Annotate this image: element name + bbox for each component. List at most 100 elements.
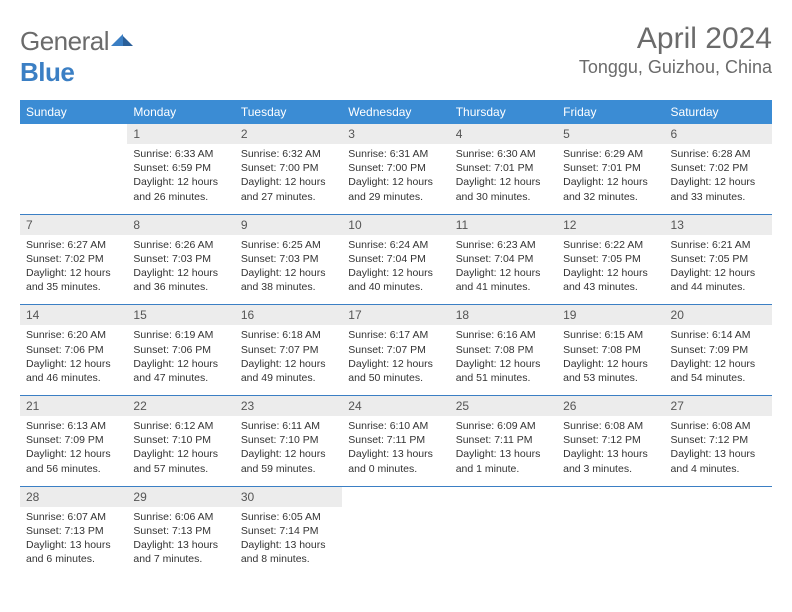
- calendar-cell: 21Sunrise: 6:13 AMSunset: 7:09 PMDayligh…: [20, 396, 127, 487]
- daylight-text: Daylight: 12 hours and 50 minutes.: [348, 357, 443, 385]
- day-body: Sunrise: 6:24 AMSunset: 7:04 PMDaylight:…: [342, 235, 449, 305]
- calendar-cell: 26Sunrise: 6:08 AMSunset: 7:12 PMDayligh…: [557, 396, 664, 487]
- day-body: Sunrise: 6:25 AMSunset: 7:03 PMDaylight:…: [235, 235, 342, 305]
- daylight-text: Daylight: 12 hours and 35 minutes.: [26, 266, 121, 294]
- sunset-text: Sunset: 7:04 PM: [456, 252, 551, 266]
- daylight-text: Daylight: 12 hours and 53 minutes.: [563, 357, 658, 385]
- day-number: 18: [450, 305, 557, 325]
- sunset-text: Sunset: 7:07 PM: [348, 343, 443, 357]
- logo-text: GeneralBlue: [20, 26, 133, 88]
- daylight-text: Daylight: 12 hours and 46 minutes.: [26, 357, 121, 385]
- sunset-text: Sunset: 7:06 PM: [133, 343, 228, 357]
- calendar-cell: 2Sunrise: 6:32 AMSunset: 7:00 PMDaylight…: [235, 124, 342, 214]
- calendar-cell: 29Sunrise: 6:06 AMSunset: 7:13 PMDayligh…: [127, 486, 234, 576]
- sunrise-text: Sunrise: 6:06 AM: [133, 510, 228, 524]
- weekday-header: Wednesday: [342, 100, 449, 124]
- sunrise-text: Sunrise: 6:29 AM: [563, 147, 658, 161]
- sunrise-text: Sunrise: 6:18 AM: [241, 328, 336, 342]
- weekday-header: Tuesday: [235, 100, 342, 124]
- weekday-header: Thursday: [450, 100, 557, 124]
- calendar-cell: 20Sunrise: 6:14 AMSunset: 7:09 PMDayligh…: [665, 305, 772, 396]
- sunset-text: Sunset: 7:13 PM: [26, 524, 121, 538]
- day-body: Sunrise: 6:22 AMSunset: 7:05 PMDaylight:…: [557, 235, 664, 305]
- day-body: Sunrise: 6:28 AMSunset: 7:02 PMDaylight:…: [665, 144, 772, 214]
- day-body: Sunrise: 6:23 AMSunset: 7:04 PMDaylight:…: [450, 235, 557, 305]
- day-number: 26: [557, 396, 664, 416]
- calendar-cell: 10Sunrise: 6:24 AMSunset: 7:04 PMDayligh…: [342, 214, 449, 305]
- sunrise-text: Sunrise: 6:23 AM: [456, 238, 551, 252]
- page-title: April 2024: [579, 22, 772, 55]
- day-body: Sunrise: 6:11 AMSunset: 7:10 PMDaylight:…: [235, 416, 342, 486]
- calendar-row: 7Sunrise: 6:27 AMSunset: 7:02 PMDaylight…: [20, 214, 772, 305]
- sunrise-text: Sunrise: 6:17 AM: [348, 328, 443, 342]
- daylight-text: Daylight: 12 hours and 44 minutes.: [671, 266, 766, 294]
- sunrise-text: Sunrise: 6:09 AM: [456, 419, 551, 433]
- daylight-text: Daylight: 13 hours and 8 minutes.: [241, 538, 336, 566]
- day-number: 11: [450, 215, 557, 235]
- title-block: April 2024 Tonggu, Guizhou, China: [579, 22, 772, 78]
- calendar-cell: 15Sunrise: 6:19 AMSunset: 7:06 PMDayligh…: [127, 305, 234, 396]
- day-number: 4: [450, 124, 557, 144]
- day-number: 15: [127, 305, 234, 325]
- daylight-text: Daylight: 12 hours and 32 minutes.: [563, 175, 658, 203]
- calendar-table: Sunday Monday Tuesday Wednesday Thursday…: [20, 100, 772, 576]
- sunrise-text: Sunrise: 6:10 AM: [348, 419, 443, 433]
- calendar-cell: 9Sunrise: 6:25 AMSunset: 7:03 PMDaylight…: [235, 214, 342, 305]
- sunrise-text: Sunrise: 6:11 AM: [241, 419, 336, 433]
- calendar-cell: 5Sunrise: 6:29 AMSunset: 7:01 PMDaylight…: [557, 124, 664, 214]
- sunset-text: Sunset: 7:11 PM: [348, 433, 443, 447]
- daylight-text: Daylight: 13 hours and 3 minutes.: [563, 447, 658, 475]
- day-body: Sunrise: 6:10 AMSunset: 7:11 PMDaylight:…: [342, 416, 449, 486]
- day-number: 13: [665, 215, 772, 235]
- day-number: 8: [127, 215, 234, 235]
- day-number: 12: [557, 215, 664, 235]
- day-number: 29: [127, 487, 234, 507]
- calendar-cell: 12Sunrise: 6:22 AMSunset: 7:05 PMDayligh…: [557, 214, 664, 305]
- sunset-text: Sunset: 7:14 PM: [241, 524, 336, 538]
- day-number: 17: [342, 305, 449, 325]
- sunset-text: Sunset: 7:00 PM: [348, 161, 443, 175]
- daylight-text: Daylight: 13 hours and 6 minutes.: [26, 538, 121, 566]
- sunset-text: Sunset: 7:09 PM: [671, 343, 766, 357]
- calendar-cell: 1Sunrise: 6:33 AMSunset: 6:59 PMDaylight…: [127, 124, 234, 214]
- day-number: 14: [20, 305, 127, 325]
- sunrise-text: Sunrise: 6:14 AM: [671, 328, 766, 342]
- day-number: 30: [235, 487, 342, 507]
- calendar-cell: 30Sunrise: 6:05 AMSunset: 7:14 PMDayligh…: [235, 486, 342, 576]
- day-number: 1: [127, 124, 234, 144]
- weekday-header: Monday: [127, 100, 234, 124]
- sunrise-text: Sunrise: 6:08 AM: [671, 419, 766, 433]
- day-body: Sunrise: 6:20 AMSunset: 7:06 PMDaylight:…: [20, 325, 127, 395]
- sunrise-text: Sunrise: 6:28 AM: [671, 147, 766, 161]
- day-number: 16: [235, 305, 342, 325]
- sunset-text: Sunset: 7:10 PM: [133, 433, 228, 447]
- day-number: 5: [557, 124, 664, 144]
- sunset-text: Sunset: 7:04 PM: [348, 252, 443, 266]
- calendar-cell: 11Sunrise: 6:23 AMSunset: 7:04 PMDayligh…: [450, 214, 557, 305]
- day-body: Sunrise: 6:33 AMSunset: 6:59 PMDaylight:…: [127, 144, 234, 214]
- sunrise-text: Sunrise: 6:08 AM: [563, 419, 658, 433]
- daylight-text: Daylight: 12 hours and 54 minutes.: [671, 357, 766, 385]
- day-body: Sunrise: 6:14 AMSunset: 7:09 PMDaylight:…: [665, 325, 772, 395]
- day-body: Sunrise: 6:27 AMSunset: 7:02 PMDaylight:…: [20, 235, 127, 305]
- calendar-cell: 18Sunrise: 6:16 AMSunset: 7:08 PMDayligh…: [450, 305, 557, 396]
- sunset-text: Sunset: 7:00 PM: [241, 161, 336, 175]
- daylight-text: Daylight: 12 hours and 38 minutes.: [241, 266, 336, 294]
- day-number: 25: [450, 396, 557, 416]
- sunrise-text: Sunrise: 6:27 AM: [26, 238, 121, 252]
- daylight-text: Daylight: 13 hours and 7 minutes.: [133, 538, 228, 566]
- sunrise-text: Sunrise: 6:31 AM: [348, 147, 443, 161]
- header: GeneralBlue April 2024 Tonggu, Guizhou, …: [20, 22, 772, 88]
- sunrise-text: Sunrise: 6:24 AM: [348, 238, 443, 252]
- sunset-text: Sunset: 7:05 PM: [563, 252, 658, 266]
- day-body: Sunrise: 6:31 AMSunset: 7:00 PMDaylight:…: [342, 144, 449, 214]
- day-number: 19: [557, 305, 664, 325]
- weekday-header: Friday: [557, 100, 664, 124]
- logo-part2: Blue: [20, 57, 74, 87]
- day-number: 6: [665, 124, 772, 144]
- sunrise-text: Sunrise: 6:21 AM: [671, 238, 766, 252]
- daylight-text: Daylight: 12 hours and 57 minutes.: [133, 447, 228, 475]
- daylight-text: Daylight: 12 hours and 47 minutes.: [133, 357, 228, 385]
- sunset-text: Sunset: 7:02 PM: [671, 161, 766, 175]
- day-number: 9: [235, 215, 342, 235]
